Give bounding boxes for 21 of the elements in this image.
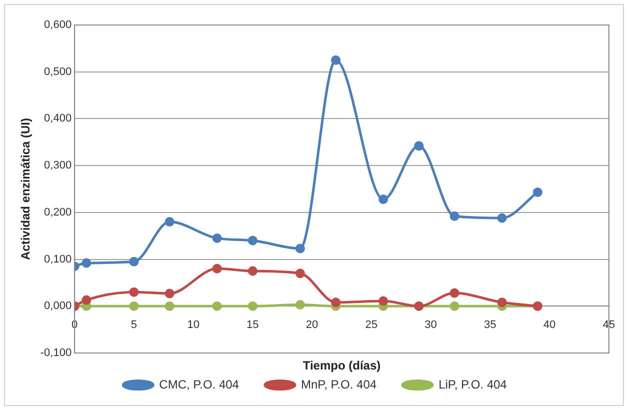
y-axis-title: Actividad enzimática (UI) — [18, 118, 33, 260]
y-tick-label: 0,000 — [44, 300, 72, 312]
y-tick-label: 0,400 — [44, 112, 72, 125]
x-tick-label: 5 — [130, 318, 138, 331]
x-tick-label: 40 — [543, 318, 556, 331]
legend-label: CMC, P.O. 404 — [159, 377, 240, 392]
x-axis-title: Tiempo (días) — [302, 358, 381, 372]
y-tick-label: 0,500 — [44, 66, 72, 78]
x-tick-label: 35 — [484, 318, 496, 331]
y-tick-label: 0,300 — [44, 160, 72, 172]
x-tick-label: 15 — [246, 318, 259, 331]
y-tick-label: 0,100 — [44, 253, 72, 266]
x-tick-label: 20 — [306, 318, 318, 331]
x-tick-label: 30 — [424, 318, 437, 331]
legend-label: MnP, P.O. 404 — [300, 377, 377, 392]
y-tick-label: -0,100 — [40, 347, 72, 360]
legend-label: LiP, P.O. 404 — [438, 377, 508, 392]
x-tick-label: 10 — [187, 318, 200, 331]
y-tick-label: 0,600 — [44, 19, 72, 32]
x-tick-label: 25 — [365, 318, 378, 331]
y-tick-label: 0,200 — [44, 206, 72, 218]
